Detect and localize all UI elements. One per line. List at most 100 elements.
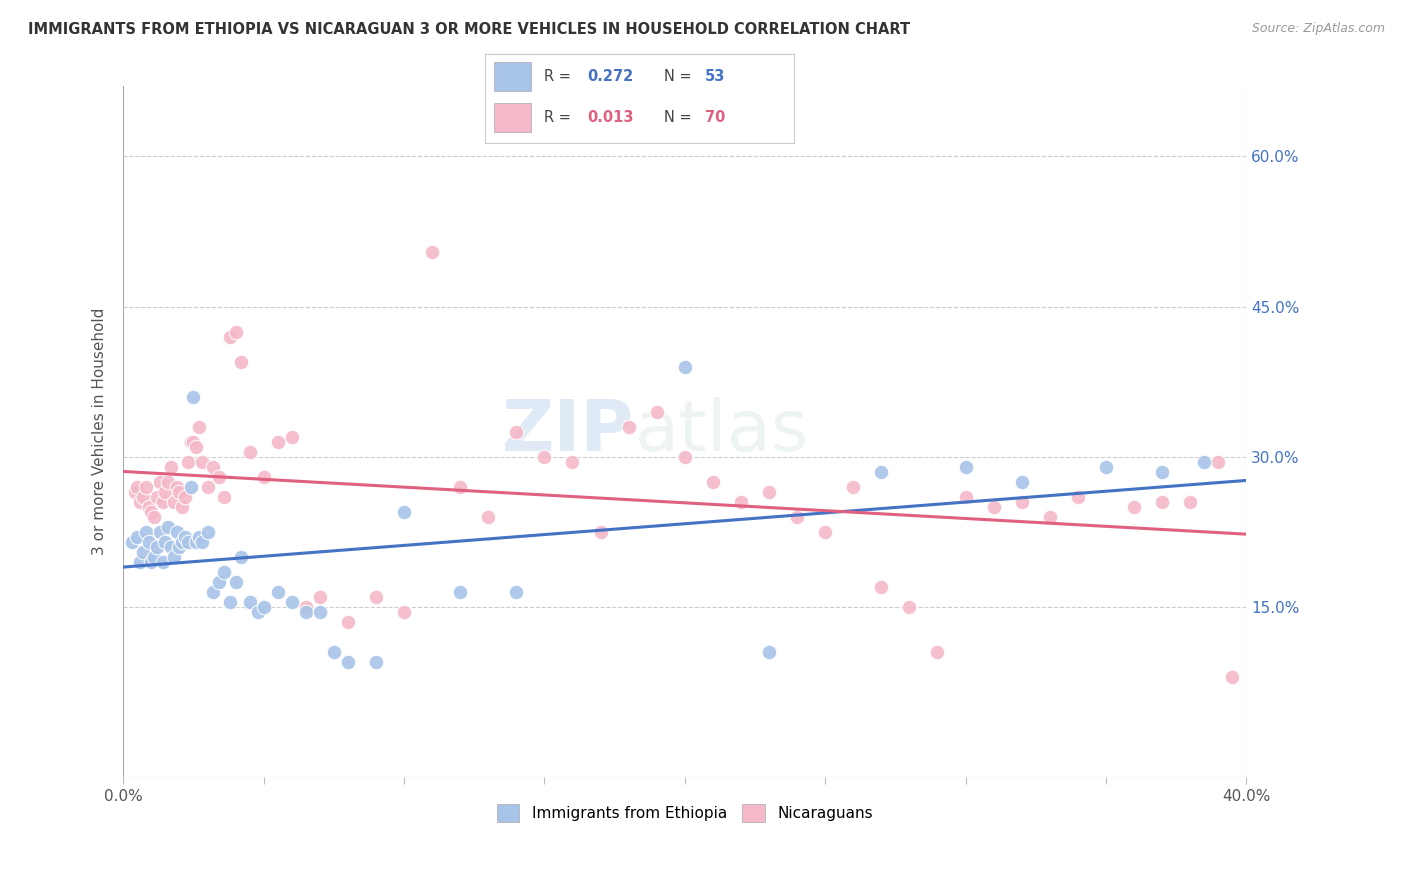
Point: [191, 455, 214, 469]
Point: [152, 495, 174, 509]
Point: [239, 595, 262, 609]
Point: [183, 390, 205, 404]
Point: [174, 490, 197, 504]
Point: [673, 450, 696, 464]
Point: [214, 490, 236, 504]
Point: [124, 484, 146, 499]
Point: [155, 484, 177, 499]
Point: [364, 655, 387, 669]
Text: atlas: atlas: [634, 397, 808, 467]
Text: R =: R =: [544, 70, 575, 84]
Point: [870, 465, 893, 479]
Point: [280, 595, 302, 609]
Point: [149, 475, 172, 489]
Point: [1220, 670, 1243, 684]
Point: [188, 530, 211, 544]
Point: [129, 555, 152, 569]
Point: [186, 535, 208, 549]
Point: [1178, 495, 1201, 509]
Point: [253, 470, 276, 484]
Point: [505, 425, 527, 439]
Point: [308, 605, 330, 619]
Point: [188, 419, 211, 434]
FancyBboxPatch shape: [495, 62, 531, 91]
Point: [673, 359, 696, 374]
Point: [983, 500, 1005, 514]
Legend: Immigrants from Ethiopia, Nicaraguans: Immigrants from Ethiopia, Nicaraguans: [491, 797, 879, 829]
Point: [172, 535, 194, 549]
Y-axis label: 3 or more Vehicles in Household: 3 or more Vehicles in Household: [93, 308, 107, 556]
Point: [267, 434, 290, 449]
Point: [191, 535, 214, 549]
Point: [561, 455, 583, 469]
Point: [160, 459, 183, 474]
Point: [927, 645, 949, 659]
Point: [146, 540, 169, 554]
Point: [645, 405, 668, 419]
Point: [219, 595, 242, 609]
Point: [177, 535, 200, 549]
Point: [842, 480, 865, 494]
Point: [183, 434, 205, 449]
Point: [129, 495, 152, 509]
Point: [505, 585, 527, 599]
Point: [449, 480, 471, 494]
Text: N =: N =: [665, 111, 697, 125]
Point: [157, 475, 180, 489]
Point: [870, 580, 893, 594]
Point: [169, 484, 191, 499]
Point: [177, 455, 200, 469]
Point: [141, 555, 163, 569]
Point: [253, 599, 276, 614]
Point: [1150, 465, 1173, 479]
Point: [1150, 495, 1173, 509]
Point: [121, 535, 143, 549]
Point: [1095, 459, 1118, 474]
Point: [143, 549, 166, 564]
Point: [163, 495, 186, 509]
Text: 70: 70: [704, 111, 725, 125]
Point: [197, 524, 219, 539]
Point: [1011, 475, 1033, 489]
Point: [702, 475, 724, 489]
Point: [758, 484, 780, 499]
Point: [225, 325, 247, 339]
Point: [160, 540, 183, 554]
Point: [225, 574, 247, 589]
Point: [955, 490, 977, 504]
Point: [197, 480, 219, 494]
Text: ZIP: ZIP: [502, 397, 634, 467]
Point: [157, 520, 180, 534]
Point: [163, 549, 186, 564]
Text: IMMIGRANTS FROM ETHIOPIA VS NICARAGUAN 3 OR MORE VEHICLES IN HOUSEHOLD CORRELATI: IMMIGRANTS FROM ETHIOPIA VS NICARAGUAN 3…: [28, 22, 910, 37]
Point: [308, 590, 330, 604]
Point: [135, 480, 157, 494]
Point: [392, 605, 415, 619]
Point: [533, 450, 555, 464]
Point: [202, 585, 225, 599]
Point: [135, 524, 157, 539]
Point: [155, 535, 177, 549]
Text: 0.272: 0.272: [588, 70, 633, 84]
Point: [180, 434, 202, 449]
Point: [322, 645, 344, 659]
Point: [1011, 495, 1033, 509]
Point: [280, 430, 302, 444]
Point: [898, 599, 921, 614]
Point: [231, 354, 253, 368]
Point: [1206, 455, 1229, 469]
Point: [1039, 509, 1062, 524]
Text: R =: R =: [544, 111, 575, 125]
Text: Source: ZipAtlas.com: Source: ZipAtlas.com: [1251, 22, 1385, 36]
Point: [208, 574, 231, 589]
Point: [132, 490, 155, 504]
Point: [141, 505, 163, 519]
Point: [758, 645, 780, 659]
Point: [1192, 455, 1215, 469]
Point: [149, 524, 172, 539]
Point: [786, 509, 808, 524]
Point: [1067, 490, 1090, 504]
Point: [294, 599, 316, 614]
Point: [231, 549, 253, 564]
Point: [166, 480, 188, 494]
